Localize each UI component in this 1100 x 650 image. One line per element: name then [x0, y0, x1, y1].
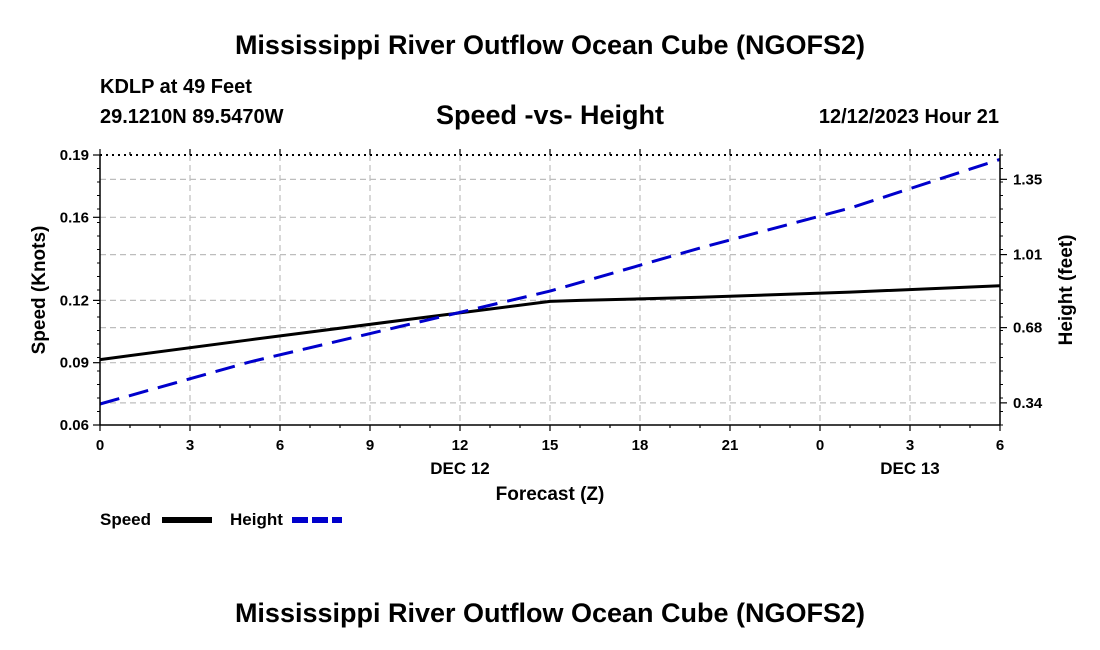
x-tick-label: 18	[632, 437, 649, 454]
forecast-datetime: 12/12/2023 Hour 21	[818, 106, 999, 128]
legend-label-height: Height	[230, 510, 283, 529]
x-tick-label: 21	[722, 437, 739, 454]
series-line-height	[99, 157, 1001, 406]
chart-main-title: Mississippi River Outflow Ocean Cube (NG…	[234, 30, 866, 60]
x-tick-label: 0	[96, 437, 104, 454]
x-tick-label: 3	[186, 437, 194, 454]
y-tick-label: 0.16	[60, 209, 89, 226]
y2-tick-label: 1.35	[1013, 171, 1042, 188]
x-tick-label: 6	[276, 437, 284, 454]
y2-tick-label: 1.01	[1013, 247, 1042, 264]
date-label: DEC 13	[880, 459, 940, 478]
x-tick-label: 9	[366, 437, 374, 454]
series-line-speed	[99, 284, 1001, 362]
x-tick-label: 12	[452, 437, 469, 454]
x-axis-title: Forecast (Z)	[496, 484, 605, 505]
y-tick-label: 0.09	[60, 355, 89, 372]
x-tick-label: 3	[906, 437, 914, 454]
axes	[93, 149, 1007, 431]
station-label: KDLP at 49 Feet	[100, 76, 252, 98]
x-tick-label: 6	[996, 437, 1004, 454]
series-layer	[99, 157, 1001, 406]
y2-axis-title: Height (feet)	[1056, 235, 1077, 346]
footer-title: Mississippi River Outflow Ocean Cube (NG…	[234, 598, 866, 628]
y2-tick-label: 0.68	[1013, 320, 1042, 337]
date-label: DEC 12	[430, 459, 490, 478]
y-tick-label: 0.06	[60, 417, 89, 434]
y-axis-title: Speed (Knots)	[29, 226, 50, 355]
chart-subtitle: Speed -vs- Height	[435, 100, 665, 130]
legend-label-speed: Speed	[100, 510, 151, 529]
x-tick-label: 15	[542, 437, 559, 454]
y-tick-label: 0.19	[60, 147, 89, 164]
grid	[100, 155, 1000, 425]
legend: Speed Height	[100, 510, 342, 529]
coordinates-label: 29.1210N 89.5470W	[100, 106, 284, 128]
y-tick-label: 0.12	[60, 292, 89, 309]
x-tick-label: 0	[816, 437, 824, 454]
y2-tick-label: 0.34	[1013, 395, 1043, 412]
axis-labels: 0 3 6 9 12 15 18 21 0 3 6 0.06 0.09 0.12 0.16 0.19 0.34 0…	[29, 147, 1077, 505]
